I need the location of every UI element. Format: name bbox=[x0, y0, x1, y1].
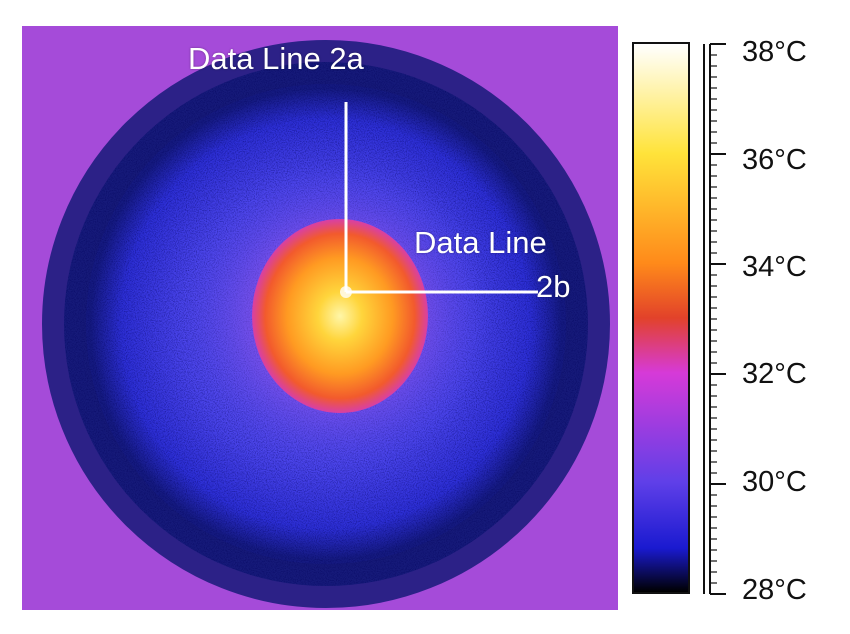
thermal-image bbox=[22, 26, 618, 610]
tick-label-34: 34°C bbox=[742, 251, 807, 283]
tick-label-32: 32°C bbox=[742, 358, 807, 390]
tick-label-28: 28°C bbox=[742, 574, 807, 606]
tick-label-38: 38°C bbox=[742, 36, 807, 68]
temperature-colorbar bbox=[632, 42, 690, 594]
tick-label-36: 36°C bbox=[742, 144, 807, 176]
data-line-2b-label-line1: Data Line bbox=[414, 225, 547, 260]
hot-spot bbox=[252, 219, 428, 413]
data-line-2a-label: Data Line 2a bbox=[188, 41, 364, 76]
thermal-heatmap bbox=[22, 26, 618, 610]
colorbar-scale bbox=[703, 43, 726, 595]
data-line-2b-label-line2: 2b bbox=[536, 269, 571, 304]
tick-label-30: 30°C bbox=[742, 466, 807, 498]
center-point bbox=[340, 286, 352, 298]
